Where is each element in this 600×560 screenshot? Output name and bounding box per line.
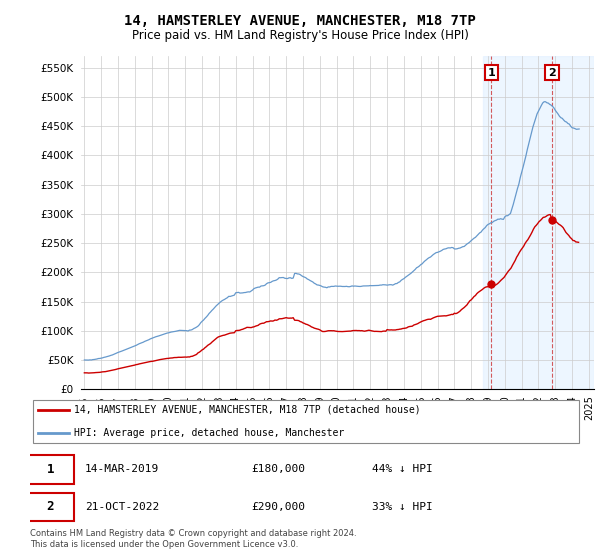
- Text: 33% ↓ HPI: 33% ↓ HPI: [372, 502, 433, 512]
- Text: Contains HM Land Registry data © Crown copyright and database right 2024.
This d: Contains HM Land Registry data © Crown c…: [30, 529, 356, 549]
- FancyBboxPatch shape: [33, 399, 579, 444]
- FancyBboxPatch shape: [27, 493, 74, 521]
- Bar: [483, 56, 594, 389]
- Text: 44% ↓ HPI: 44% ↓ HPI: [372, 464, 433, 474]
- Text: £180,000: £180,000: [251, 464, 305, 474]
- Text: HPI: Average price, detached house, Manchester: HPI: Average price, detached house, Manc…: [74, 428, 344, 438]
- FancyBboxPatch shape: [27, 455, 74, 483]
- Text: 2: 2: [47, 501, 54, 514]
- Text: 14-MAR-2019: 14-MAR-2019: [85, 464, 160, 474]
- Text: £290,000: £290,000: [251, 502, 305, 512]
- Text: 14, HAMSTERLEY AVENUE, MANCHESTER, M18 7TP (detached house): 14, HAMSTERLEY AVENUE, MANCHESTER, M18 7…: [74, 404, 421, 414]
- Text: 1: 1: [47, 463, 54, 475]
- Text: 14, HAMSTERLEY AVENUE, MANCHESTER, M18 7TP: 14, HAMSTERLEY AVENUE, MANCHESTER, M18 7…: [124, 14, 476, 28]
- Text: 2: 2: [548, 68, 556, 78]
- Text: 21-OCT-2022: 21-OCT-2022: [85, 502, 160, 512]
- Text: 1: 1: [488, 68, 495, 78]
- Text: Price paid vs. HM Land Registry's House Price Index (HPI): Price paid vs. HM Land Registry's House …: [131, 29, 469, 42]
